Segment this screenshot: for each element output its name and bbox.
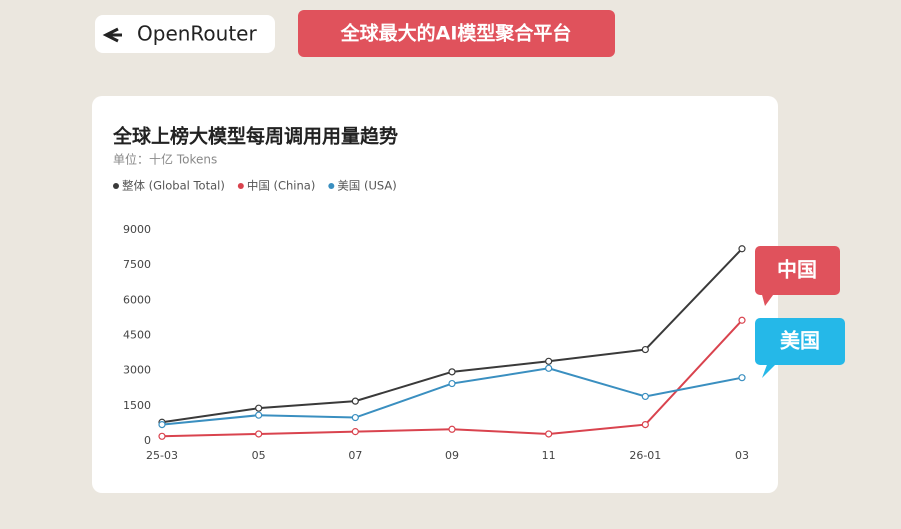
data-point [255,404,263,412]
callout-label: 美国 [780,329,820,353]
x-tick-label: 11 [542,449,556,462]
x-tick-label: 26-01 [629,449,661,462]
x-tick-label: 09 [445,449,459,462]
data-point [158,420,166,429]
data-point [255,430,263,438]
y-tick-label: 0 [144,434,151,447]
y-tick-label: 7500 [123,258,151,271]
data-point [448,368,456,376]
y-tick-label: 6000 [123,293,151,306]
brand-name: OpenRouter [137,22,257,46]
tagline-badge [298,10,615,57]
y-tick-label: 3000 [123,364,151,377]
data-point [738,245,746,253]
data-point [351,428,359,436]
chart-title: 全球上榜大模型每周调用用量趋势 [112,125,398,148]
data-point [351,397,359,405]
x-tick-label: 05 [252,449,266,462]
legend-label: 美国 (USA) [337,179,396,193]
y-tick-label: 4500 [123,329,151,342]
data-point [641,392,649,401]
chart-subtitle: 单位：十亿 Tokens [113,152,217,167]
data-point [448,425,456,433]
callout-label: 中国 [777,258,817,282]
china-callout [755,246,840,295]
legend-dot [113,183,119,189]
brand-badge [95,15,275,53]
y-tick-label: 1500 [123,399,151,412]
x-tick-label: 03 [735,449,749,462]
usa-callout [755,318,845,365]
data-point [545,430,553,438]
y-tick-label: 9000 [123,223,151,236]
callout-tail [762,362,778,378]
tagline: 全球最大的AI模型聚合平台 [340,22,572,45]
data-point [738,316,746,324]
legend-dot [328,183,335,189]
legend-label: 整体 (Global Total) [122,179,225,193]
data-point [545,364,553,372]
data-point [158,432,166,440]
x-tick-label: 25-03 [146,449,178,462]
legend-label: 中国 (China) [247,179,315,193]
data-point [738,374,746,382]
legend-dot [237,183,244,189]
brand-logo [102,27,122,43]
x-tick-label: 07 [348,449,362,462]
data-point [641,345,649,354]
chart-card [92,96,778,493]
data-point [255,411,263,419]
data-point [448,379,456,388]
data-point [351,413,359,422]
data-point [641,420,649,429]
data-point [545,357,553,365]
